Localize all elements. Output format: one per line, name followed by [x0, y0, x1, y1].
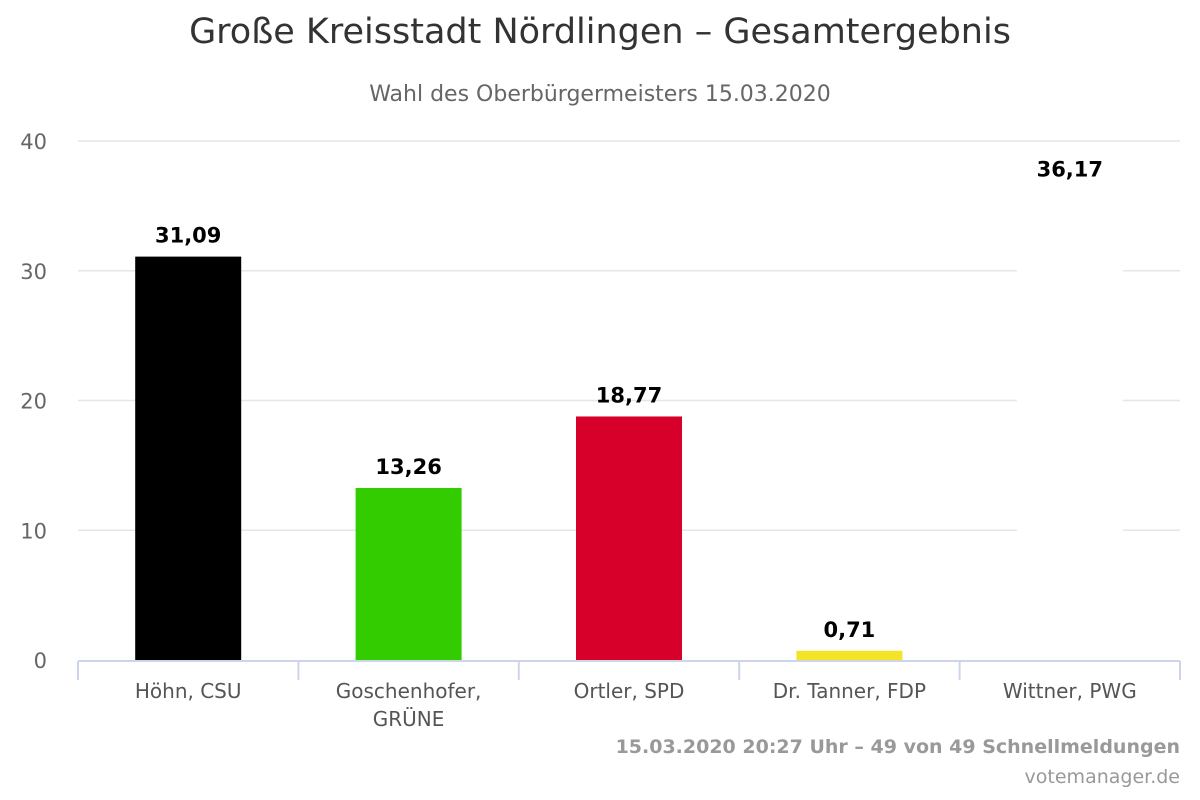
data-label: 18,77	[596, 383, 662, 407]
bar	[576, 416, 682, 660]
y-axis-labels: 0 10 20 30 40	[20, 130, 47, 673]
bar	[135, 256, 242, 660]
x-tick-label: Ortler, SPD	[574, 679, 685, 703]
x-tick-label: GRÜNE	[373, 707, 445, 731]
data-label: 0,71	[823, 618, 875, 642]
y-tick-label: 40	[20, 130, 47, 154]
bar	[796, 650, 903, 660]
x-tick-label: Höhn, CSU	[135, 679, 242, 703]
chart-subtitle: Wahl des Oberbürgermeisters 15.03.2020	[369, 82, 831, 107]
bars	[135, 190, 1123, 660]
bar	[355, 487, 462, 660]
footer-source[interactable]: votemanager.de	[1024, 766, 1180, 788]
y-tick-label: 30	[20, 260, 47, 284]
y-tick-label: 20	[20, 390, 47, 414]
x-tick-label: Dr. Tanner, FDP	[773, 679, 926, 703]
y-tick-label: 0	[34, 649, 47, 673]
chart-title: Große Kreisstadt Nördlingen – Gesamterge…	[189, 12, 1011, 52]
y-tick-label: 10	[20, 519, 47, 543]
x-axis	[77, 660, 1181, 680]
x-tick-label: Goschenhofer,	[336, 679, 482, 703]
bar	[1016, 190, 1123, 660]
x-tick-label: Wittner, PWG	[1003, 679, 1137, 703]
data-label: 36,17	[1037, 158, 1103, 182]
data-label: 31,09	[155, 224, 221, 248]
footer-status: 15.03.2020 20:27 Uhr – 49 von 49 Schnell…	[615, 736, 1180, 758]
data-labels: 31,09 13,26 18,77 0,71 36,17	[155, 158, 1103, 642]
x-axis-labels: Höhn, CSU Goschenhofer, GRÜNE Ortler, SPD Dr…	[135, 679, 1137, 731]
data-label: 13,26	[375, 455, 441, 479]
